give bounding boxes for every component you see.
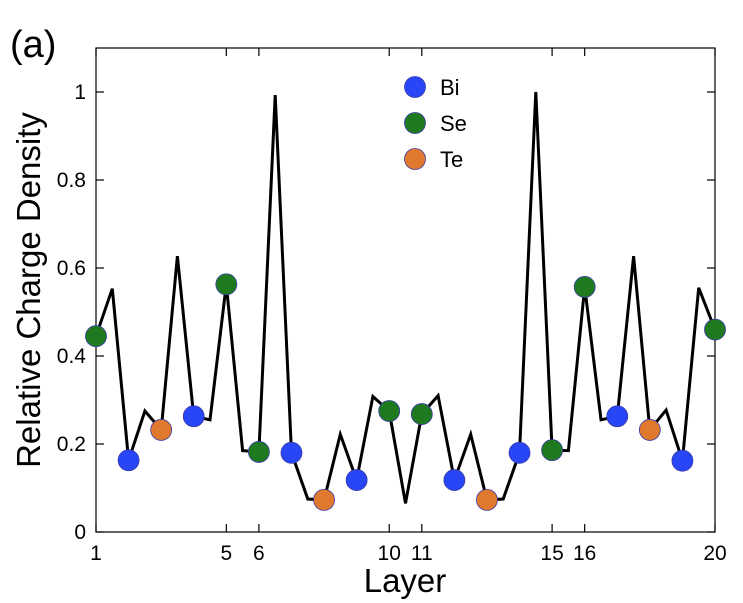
marker-se <box>573 276 596 298</box>
marker-se <box>215 273 238 296</box>
x-tick-label: 5 <box>220 542 232 565</box>
data-markers <box>85 273 726 511</box>
y-tick-label: 0.2 <box>57 433 86 456</box>
marker-se <box>541 439 564 462</box>
marker-bi <box>443 469 466 491</box>
marker-bi <box>345 469 368 491</box>
x-tick-label: 15 <box>540 542 563 565</box>
y-axis-ticks: 0 0.2 0.4 0.6 0.8 1 <box>57 81 715 544</box>
x-axis-title: Layer <box>364 562 447 599</box>
y-tick-label: 1 <box>74 81 86 104</box>
panel-label: (a) <box>10 24 56 66</box>
marker-se <box>410 403 433 425</box>
x-tick-label: 1 <box>90 542 102 565</box>
marker-bi <box>606 405 629 428</box>
marker-se <box>247 441 270 463</box>
marker-te <box>150 419 173 441</box>
marker-bi <box>280 441 303 464</box>
x-tick-label: 16 <box>573 542 596 565</box>
marker-te <box>313 488 335 511</box>
legend-label-se: Se <box>440 111 467 136</box>
x-tick-label: 10 <box>378 542 401 565</box>
y-tick-label: 0.8 <box>57 169 86 192</box>
y-tick-label: 0.4 <box>57 345 87 368</box>
marker-bi <box>508 441 531 464</box>
marker-se <box>85 325 107 348</box>
marker-se <box>704 318 726 341</box>
marker-se <box>378 400 401 422</box>
x-axis-ticks: 1 5 6 10 11 15 16 20 <box>90 48 727 565</box>
marker-bi <box>182 405 205 428</box>
x-tick-label: 11 <box>411 542 433 565</box>
marker-bi <box>117 449 140 472</box>
plot-area-frame <box>95 47 716 533</box>
marker-te <box>638 419 661 441</box>
y-tick-label: 0 <box>74 521 86 544</box>
legend-label-bi: Bi <box>440 75 460 100</box>
legend-marker-te <box>404 148 426 170</box>
legend-marker-bi <box>404 76 426 98</box>
x-tick-label: 20 <box>703 542 726 565</box>
marker-te <box>476 488 498 511</box>
marker-bi <box>671 449 694 472</box>
x-tick-label: 6 <box>253 542 265 565</box>
legend-label-te: Te <box>440 147 463 172</box>
y-axis-title: Relative Charge Density <box>10 112 47 468</box>
legend: Bi Se Te <box>404 75 467 172</box>
y-tick-label: 0.6 <box>57 257 86 280</box>
legend-marker-se <box>404 112 426 134</box>
